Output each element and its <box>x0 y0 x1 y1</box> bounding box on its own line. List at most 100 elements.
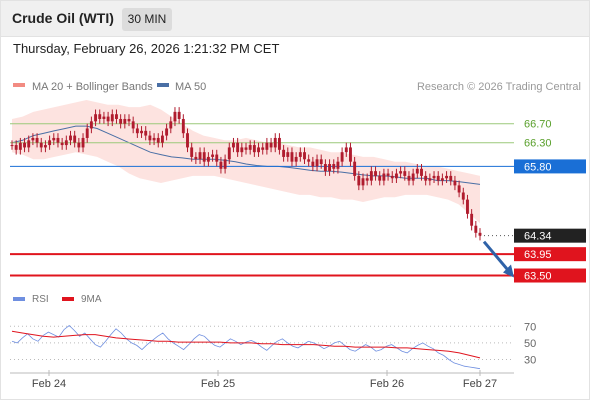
candle <box>298 152 302 157</box>
candle <box>98 114 102 119</box>
candle <box>407 175 411 181</box>
candle <box>436 175 440 181</box>
candle <box>223 159 227 169</box>
x-tick-label: Feb 26 <box>370 378 404 390</box>
timeframe-button[interactable]: 30 MIN <box>122 8 172 31</box>
candle <box>202 152 206 162</box>
candle <box>190 147 194 157</box>
candle <box>248 145 252 150</box>
candle <box>69 135 72 141</box>
candle <box>244 147 248 150</box>
candle <box>165 128 169 136</box>
candle <box>453 180 457 186</box>
candle <box>232 142 235 148</box>
candle <box>424 175 428 181</box>
candle <box>127 118 131 122</box>
candle <box>440 178 444 181</box>
candle <box>10 145 14 147</box>
legend-label-bollinger: MA 20 + Bollinger Bands <box>32 81 153 93</box>
candle <box>365 178 369 181</box>
candle <box>307 159 311 162</box>
legend-swatch-bollinger <box>13 83 25 87</box>
candle <box>131 121 135 129</box>
candle <box>319 159 323 165</box>
candle <box>215 154 219 162</box>
rsi-tick-label: 30 <box>524 355 536 367</box>
candle <box>457 185 461 193</box>
candle <box>14 145 18 150</box>
timestamp: Thursday, February 26, 2026 1:21:32 PM C… <box>13 41 280 56</box>
legend-swatch-rsi-ma <box>62 297 74 301</box>
projection-arrow-head <box>503 264 514 278</box>
candle <box>123 118 127 124</box>
instrument-title: Crude Oil (WTI) <box>12 10 114 26</box>
candle <box>219 161 223 169</box>
candle <box>399 171 403 174</box>
candle <box>102 116 106 119</box>
level-box-5 <box>514 268 586 283</box>
candle <box>227 147 231 160</box>
candle <box>52 137 56 141</box>
candle <box>378 175 382 181</box>
candle <box>323 164 327 172</box>
candle <box>252 145 256 153</box>
candle <box>303 152 306 160</box>
candle <box>23 142 26 148</box>
candle <box>194 156 198 160</box>
candle <box>77 142 81 148</box>
candle <box>369 171 373 181</box>
candle <box>428 178 432 181</box>
candle <box>43 145 47 148</box>
candle <box>60 142 64 146</box>
candle <box>64 140 68 146</box>
candle <box>56 137 60 143</box>
candle <box>411 173 415 181</box>
candle <box>349 147 352 162</box>
rsi-tick-label: 50 <box>524 338 536 350</box>
candle <box>148 135 152 141</box>
candle <box>390 175 394 179</box>
candle <box>332 164 336 169</box>
level-box-2 <box>514 159 586 174</box>
candle <box>328 164 332 172</box>
rsi-line <box>11 324 481 370</box>
candle <box>257 147 260 153</box>
candle <box>119 118 123 124</box>
candle <box>273 137 277 148</box>
candle <box>432 175 436 179</box>
candle <box>361 178 365 186</box>
projection-arrow <box>482 240 512 274</box>
candle <box>382 173 386 181</box>
candle <box>198 152 202 160</box>
candle <box>48 140 52 146</box>
candle <box>386 173 390 176</box>
x-tick-label: Feb 27 <box>463 378 497 390</box>
candle <box>39 142 43 148</box>
bollinger-band <box>12 100 480 224</box>
candle <box>140 130 143 134</box>
candle <box>466 199 469 214</box>
last-price-box <box>514 228 586 243</box>
candle <box>156 137 160 143</box>
candle <box>461 192 465 200</box>
level-label-1: 66.30 <box>524 138 552 150</box>
candle <box>85 128 89 138</box>
legend-label-rsi-ma: 9MA <box>81 294 102 305</box>
legend-swatch-rsi <box>13 297 25 301</box>
legend-swatch-ma50 <box>157 83 169 87</box>
candle <box>449 175 453 181</box>
candle <box>206 156 210 162</box>
candle <box>173 111 177 122</box>
x-tick-label: Feb 24 <box>32 378 66 390</box>
candle <box>353 161 357 176</box>
candle <box>294 156 298 162</box>
candle <box>470 213 474 226</box>
level-label-4: 63.95 <box>524 249 552 261</box>
candle <box>169 121 173 129</box>
candle <box>31 137 35 141</box>
candle <box>81 137 85 148</box>
level-label-3: 64.34 <box>524 231 552 243</box>
candle <box>27 140 31 148</box>
x-tick-label: Feb 25 <box>201 378 235 390</box>
